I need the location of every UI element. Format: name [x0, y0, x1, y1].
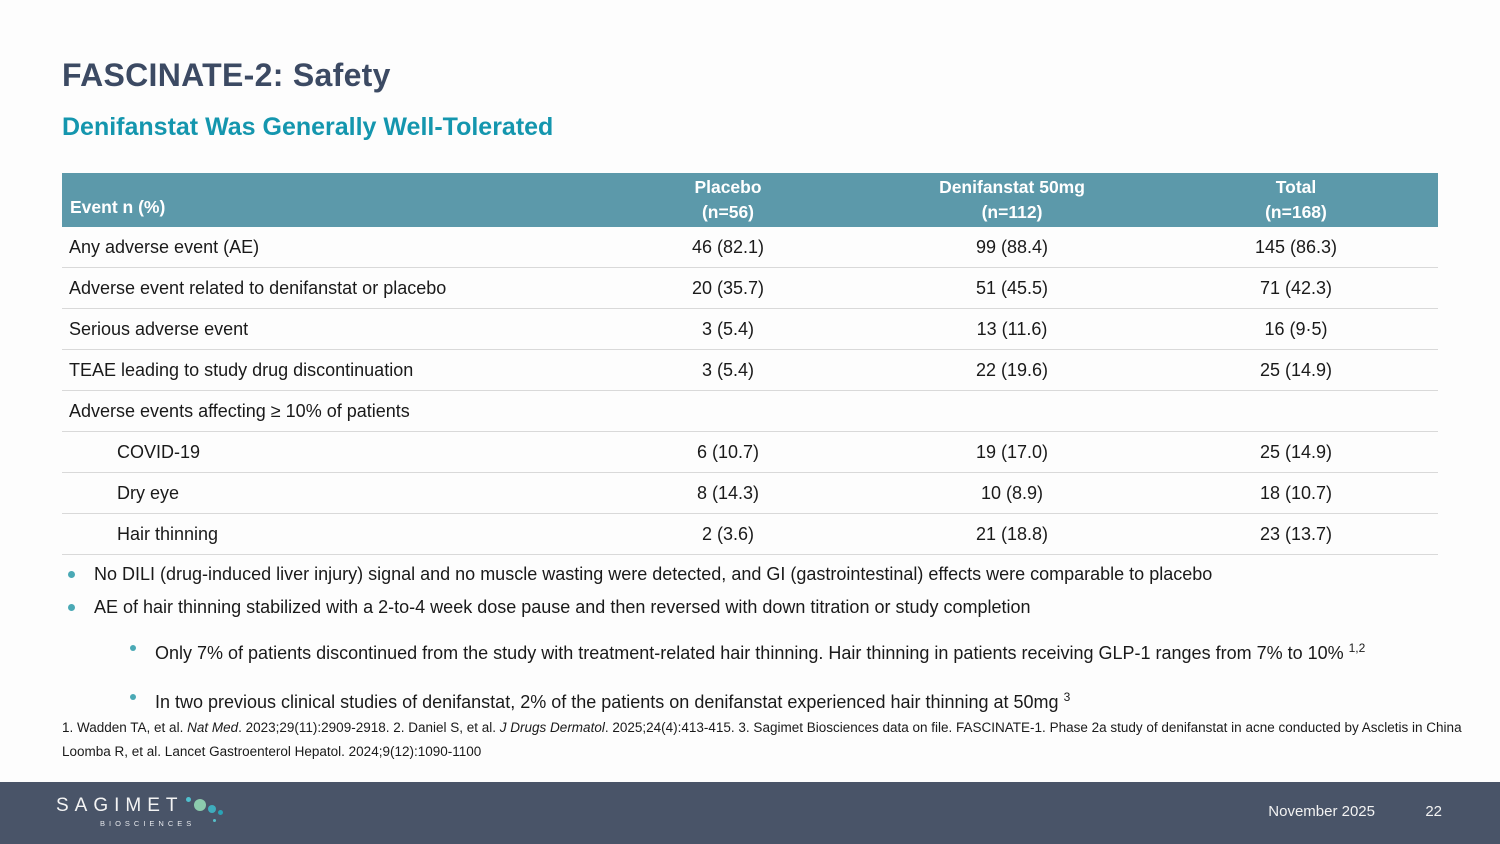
- cell-denifanstat: 19 (17.0): [975, 441, 1049, 462]
- bullet-dot-icon: [68, 571, 75, 578]
- table-row: COVID-19 6 (10.7) 19 (17.0) 25 (14.9): [62, 432, 1438, 473]
- row-label: Adverse events affecting ≥ 10% of patien…: [69, 400, 410, 421]
- logo-dot: [186, 797, 191, 802]
- footnote-text: . 2025;24(4):413-415. 3. Sagimet Bioscie…: [604, 720, 1462, 735]
- cell-denifanstat: 99 (88.4): [975, 236, 1049, 257]
- footnote-text: 1. Wadden TA, et al.: [62, 720, 188, 735]
- reference-superscript: 1,2: [1348, 641, 1366, 655]
- header-total-line2: (n=168): [1265, 202, 1327, 222]
- sagimet-logo: SAGIMET BIOSCIENCES: [56, 795, 223, 828]
- table-header-row: Event n (%) Placebo (n=56) Denifanstat 5…: [62, 173, 1438, 227]
- bullet-dot-icon: [130, 645, 136, 651]
- table-row: Any adverse event (AE) 46 (82.1) 99 (88.…: [62, 227, 1438, 268]
- cell-placebo: 20 (35.7): [691, 277, 765, 298]
- cell-total: 16 (9·5): [1264, 318, 1328, 339]
- cell-placebo: 6 (10.7): [696, 441, 760, 462]
- journal-name: J Drugs Dermatol: [499, 720, 605, 735]
- footnotes: 1. Wadden TA, et al. Nat Med. 2023;29(11…: [62, 719, 1464, 760]
- bullet-text: No DILI (drug-induced liver injury) sign…: [94, 564, 1213, 584]
- row-label: COVID-19: [117, 441, 201, 462]
- table-row: Dry eye 8 (14.3) 10 (8.9) 18 (10.7): [62, 473, 1438, 514]
- table-row: Hair thinning 2 (3.6) 21 (18.8) 23 (13.7…: [62, 514, 1438, 555]
- logo-dot: [218, 810, 223, 815]
- logo-dots-icon: [186, 789, 246, 829]
- sub-bullet-item: Only 7% of patients discontinued from th…: [124, 634, 1460, 668]
- bullet-dot-icon: [68, 604, 75, 611]
- logo-tagline: BIOSCIENCES: [100, 819, 196, 828]
- logo-dot: [213, 819, 216, 822]
- cell-denifanstat: 51 (45.5): [975, 277, 1049, 298]
- bullet-text: AE of hair thinning stabilized with a 2-…: [94, 597, 1031, 617]
- row-label: Hair thinning: [117, 523, 219, 544]
- table-row: Serious adverse event 3 (5.4) 13 (11.6) …: [62, 309, 1438, 350]
- cell-total: 25 (14.9): [1259, 441, 1333, 462]
- header-total-line1: Total: [1275, 177, 1317, 197]
- slide-subtitle: Denifanstat Was Generally Well-Tolerated: [62, 113, 554, 141]
- table-section-row: Adverse events affecting ≥ 10% of patien…: [62, 391, 1438, 432]
- logo-dot: [194, 799, 206, 811]
- reference-superscript: 3: [1063, 690, 1071, 704]
- cell-placebo: 3 (5.4): [701, 318, 755, 339]
- header-cell-denifanstat: Denifanstat 50mg (n=112): [870, 173, 1154, 227]
- row-label: Serious adverse event: [69, 318, 249, 339]
- header-cell-total: Total (n=168): [1154, 173, 1438, 227]
- footer-bar: SAGIMET BIOSCIENCES November 2025 22: [0, 782, 1500, 844]
- bullet-item: No DILI (drug-induced liver injury) sign…: [62, 562, 1460, 586]
- sub-bullet-body: In two previous clinical studies of deni…: [155, 692, 1064, 712]
- header-cell-placebo: Placebo (n=56): [586, 173, 870, 227]
- slide-date: November 2025: [1268, 803, 1375, 820]
- table-row: TEAE leading to study drug discontinuati…: [62, 350, 1438, 391]
- cell-placebo: 3 (5.4): [701, 359, 755, 380]
- cell-denifanstat: 22 (19.6): [975, 359, 1049, 380]
- cell-placebo: 8 (14.3): [696, 482, 760, 503]
- logo-dot: [208, 805, 216, 813]
- footnote-line-2: Loomba R, et al. Lancet Gastroenterol He…: [62, 744, 482, 759]
- header-denifanstat-line1: Denifanstat 50mg: [939, 177, 1085, 197]
- safety-table: Event n (%) Placebo (n=56) Denifanstat 5…: [62, 173, 1438, 555]
- cell-total: 23 (13.7): [1259, 523, 1333, 544]
- footnote-text: . 2023;29(11):2909-2918. 2. Daniel S, et…: [238, 720, 500, 735]
- bullet-dot-icon: [130, 694, 136, 700]
- header-denifanstat-line2: (n=112): [981, 202, 1043, 222]
- logo-wordmark: SAGIMET: [56, 795, 184, 816]
- table-row: Adverse event related to denifanstat or …: [62, 268, 1438, 309]
- footnote-line-1: 1. Wadden TA, et al. Nat Med. 2023;29(11…: [62, 719, 1464, 736]
- row-label: Dry eye: [117, 482, 180, 503]
- page-number: 22: [1425, 803, 1442, 820]
- row-label: TEAE leading to study drug discontinuati…: [69, 359, 414, 380]
- sub-bullet-item: In two previous clinical studies of deni…: [124, 683, 1460, 717]
- cell-total: 71 (42.3): [1259, 277, 1333, 298]
- sub-bullet-text: Only 7% of patients discontinued from th…: [155, 634, 1455, 668]
- cell-total: 145 (86.3): [1254, 236, 1338, 257]
- journal-name: Nat Med: [187, 720, 239, 735]
- cell-total: 18 (10.7): [1259, 482, 1333, 503]
- row-label: Any adverse event (AE): [69, 236, 260, 257]
- cell-total: 25 (14.9): [1259, 359, 1333, 380]
- cell-placebo: 2 (3.6): [701, 523, 755, 544]
- header-placebo-line1: Placebo: [694, 177, 762, 197]
- sub-bullet-body: Only 7% of patients discontinued from th…: [155, 643, 1349, 663]
- header-cell-event: Event n (%): [70, 197, 166, 217]
- bullet-list: No DILI (drug-induced liver injury) sign…: [62, 562, 1460, 721]
- cell-denifanstat: 13 (11.6): [976, 318, 1048, 339]
- sub-bullet-text: In two previous clinical studies of deni…: [155, 683, 1455, 717]
- bullet-item: AE of hair thinning stabilized with a 2-…: [62, 595, 1460, 619]
- cell-placebo: 46 (82.1): [691, 236, 765, 257]
- cell-denifanstat: 10 (8.9): [980, 482, 1044, 503]
- cell-denifanstat: 21 (18.8): [975, 523, 1049, 544]
- page-title: FASCINATE-2: Safety: [62, 57, 391, 93]
- header-placebo-line2: (n=56): [701, 202, 755, 222]
- row-label: Adverse event related to denifanstat or …: [69, 277, 447, 298]
